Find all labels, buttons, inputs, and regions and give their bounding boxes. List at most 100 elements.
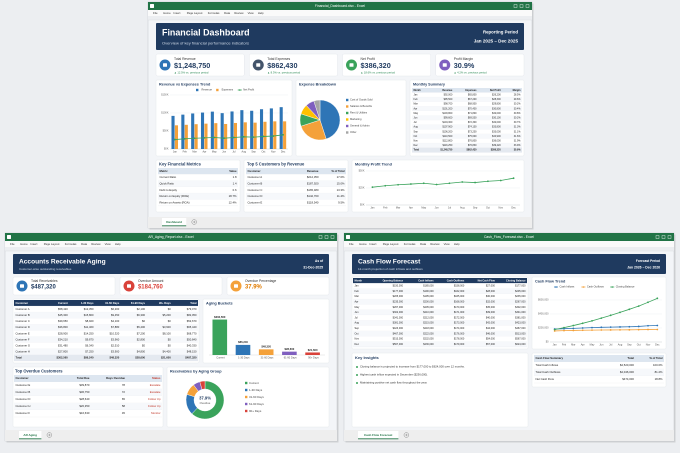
add-sheet-button[interactable] bbox=[191, 219, 197, 225]
body-cell: $34,900 bbox=[492, 135, 501, 138]
menu-item[interactable]: View bbox=[105, 242, 112, 246]
window-control[interactable] bbox=[513, 4, 518, 8]
menu-item[interactable]: Review bbox=[234, 11, 244, 15]
body-row bbox=[158, 193, 238, 200]
window-control[interactable] bbox=[318, 235, 323, 239]
body-cell: $28,900 bbox=[58, 331, 68, 335]
menu-item[interactable]: View bbox=[248, 11, 255, 15]
body-row bbox=[14, 330, 198, 337]
body-cell: Jan bbox=[414, 94, 419, 97]
menu-item[interactable]: Data bbox=[81, 242, 87, 246]
body-cell: $302,000 bbox=[393, 311, 404, 314]
sheet-tab[interactable] bbox=[358, 431, 399, 439]
x-tick-label: Feb bbox=[562, 344, 567, 347]
menu-item[interactable]: Page Layout bbox=[44, 242, 60, 246]
window-control[interactable] bbox=[525, 4, 530, 8]
bar bbox=[233, 122, 238, 149]
total-cell: $86,240 bbox=[84, 356, 94, 360]
body-cell: $76,830 bbox=[468, 144, 477, 147]
legend-label: 31-60 Days bbox=[249, 395, 264, 399]
body-cell: $178,000 bbox=[454, 338, 465, 341]
menu-item[interactable]: Data bbox=[224, 11, 230, 15]
body-cell: $2,520,000 bbox=[620, 363, 634, 367]
header-cell: Total bbox=[190, 301, 196, 305]
sheet-tab[interactable] bbox=[162, 218, 187, 226]
menu-item[interactable]: Home bbox=[20, 242, 28, 246]
menu-item[interactable]: Formulas bbox=[65, 242, 77, 246]
header-cell: Customer bbox=[248, 169, 262, 173]
line bbox=[174, 134, 284, 140]
body-cell: Jun bbox=[355, 311, 360, 314]
total-cell: Total bbox=[16, 356, 22, 360]
add-sheet-button[interactable] bbox=[403, 432, 410, 438]
menu-item[interactable]: Page Layout bbox=[187, 11, 203, 15]
point bbox=[371, 186, 374, 189]
header-subtitle: Overview of key financial performance in… bbox=[162, 41, 249, 46]
body-cell: Customer E bbox=[16, 331, 30, 335]
menu-item[interactable]: View bbox=[444, 242, 451, 246]
menu-item[interactable]: File bbox=[10, 242, 15, 246]
body-cell: Current Ratio bbox=[160, 175, 177, 179]
point bbox=[572, 327, 575, 330]
menu-item[interactable]: Insert bbox=[30, 242, 37, 246]
body-row bbox=[14, 312, 198, 319]
window-control[interactable] bbox=[324, 235, 329, 239]
body-row bbox=[353, 304, 527, 310]
menu-item[interactable]: Formulas bbox=[404, 242, 416, 246]
value-label: $86,240 bbox=[238, 340, 248, 344]
window-control[interactable] bbox=[330, 235, 335, 239]
donut-slice bbox=[191, 380, 225, 420]
body-row bbox=[246, 199, 346, 206]
total-row bbox=[14, 354, 198, 361]
sheet-tab[interactable] bbox=[19, 431, 42, 439]
menu-item[interactable]: File bbox=[153, 11, 158, 15]
legend-label: Other bbox=[350, 130, 357, 134]
table-title: Monthly Summary bbox=[413, 82, 446, 86]
panel bbox=[351, 352, 529, 428]
body-cell: $58,420 bbox=[58, 307, 68, 311]
point bbox=[581, 329, 584, 332]
window-control[interactable] bbox=[655, 235, 660, 239]
body-row bbox=[353, 299, 527, 305]
table-title: Top Overdue Customers bbox=[15, 369, 63, 374]
x-tick-label: Aug bbox=[618, 344, 623, 347]
window-control[interactable] bbox=[661, 235, 666, 239]
menu-item[interactable]: Insert bbox=[173, 11, 180, 15]
body-cell: Quick Ratio bbox=[160, 181, 175, 185]
point bbox=[223, 137, 225, 140]
body-cell: Jan bbox=[355, 285, 360, 288]
menu-item[interactable]: Data bbox=[420, 242, 426, 246]
sheet-tab-label[interactable]: AR Aging bbox=[23, 433, 37, 437]
window-control[interactable] bbox=[667, 235, 672, 239]
menu-item[interactable]: File bbox=[349, 242, 354, 246]
menu-item[interactable]: Page Layout bbox=[383, 242, 399, 246]
body-cell: $98,700 bbox=[444, 103, 453, 106]
body-cell: $39,420 bbox=[492, 144, 501, 147]
kpi-icon-glyph bbox=[256, 63, 261, 67]
menu-item[interactable]: Help bbox=[454, 242, 460, 246]
body-cell: $42,000 bbox=[486, 322, 496, 325]
window-control[interactable] bbox=[519, 4, 524, 8]
sheet-tab-label[interactable]: Dashboard bbox=[166, 220, 182, 224]
body-row bbox=[353, 288, 527, 294]
header-row bbox=[412, 88, 522, 93]
body-row bbox=[14, 389, 162, 396]
add-sheet-button[interactable] bbox=[46, 432, 53, 438]
point bbox=[512, 177, 515, 180]
menu-item[interactable]: Home bbox=[359, 242, 367, 246]
menu-item[interactable]: Review bbox=[91, 242, 101, 246]
body-cell: $467,000 bbox=[393, 332, 404, 335]
legend-swatch bbox=[555, 286, 557, 288]
sheet-tab-label[interactable]: Cash Flow Forecast bbox=[364, 433, 392, 437]
body-cell: $12,350 bbox=[84, 307, 94, 311]
menu-item[interactable]: Insert bbox=[369, 242, 376, 246]
legend-swatch bbox=[216, 88, 219, 92]
menu-item[interactable]: Help bbox=[258, 11, 264, 15]
body-cell: Jun bbox=[414, 117, 419, 120]
menu-item[interactable]: Help bbox=[115, 242, 121, 246]
menu-item[interactable]: Home bbox=[163, 11, 171, 15]
menu-item[interactable]: Formulas bbox=[208, 11, 220, 15]
legend-label: Closing Balance bbox=[616, 285, 635, 289]
menu-item[interactable]: Review bbox=[430, 242, 440, 246]
